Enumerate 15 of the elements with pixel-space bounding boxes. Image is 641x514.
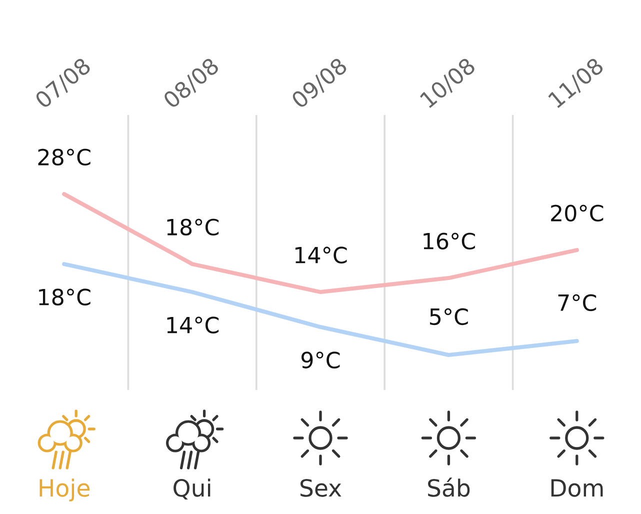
data-label: 7°C [558, 294, 596, 312]
data-label: 20°C [551, 204, 604, 222]
data-label: 14°C [167, 316, 219, 334]
text: Hoje [40, 478, 90, 502]
text: Sex [300, 478, 342, 497]
text: Qui [174, 478, 210, 500]
data-label: 16°C [424, 232, 475, 250]
data-label: 14°C [295, 246, 347, 264]
text: Sáb [428, 478, 470, 497]
text: Dom [551, 479, 603, 497]
data-label: 9°C [302, 352, 340, 368]
data-label: 18°C [39, 288, 90, 306]
data-label: 5°C [430, 308, 468, 326]
data-label: 18°C [167, 218, 219, 236]
data-label: 28°C [38, 148, 90, 166]
